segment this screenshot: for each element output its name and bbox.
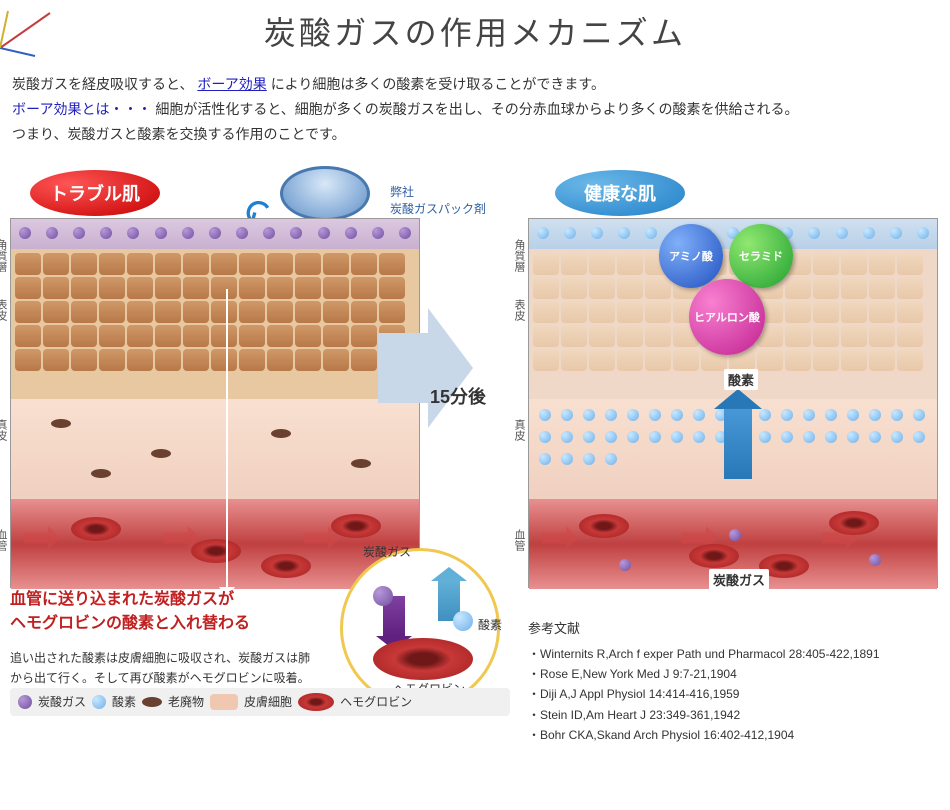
decorative-lines <box>0 8 60 58</box>
legend-waste-icon <box>142 697 162 707</box>
legend-cell-icon <box>210 694 238 710</box>
legend: 炭酸ガス 酸素 老廃物 皮膚細胞 ヘモグロビン <box>10 688 510 716</box>
time-label: 15分後 <box>430 383 486 409</box>
intro-1a: 炭酸ガスを経皮吸収すると、 <box>12 76 193 92</box>
dermis-layer <box>11 399 419 499</box>
o2-dot <box>453 611 473 631</box>
pack-label: 弊社炭酸ガスパック剤 <box>390 183 486 217</box>
vessel-layer: ➡ ➡ ➡ <box>11 499 419 589</box>
epidermis-layer <box>11 249 419 399</box>
bohr-def: ボーア効果とは・・・ <box>12 101 151 117</box>
intro-1b: により細胞は多くの酸素を受け取ることができます。 <box>271 76 605 92</box>
page-title: 炭酸ガスの作用メカニズム <box>0 8 950 54</box>
ceramide-sphere: セラミド <box>729 224 793 288</box>
legend-o2-icon <box>92 695 106 709</box>
o2-text: 酸素 <box>478 616 502 633</box>
references: 参考文献 ・Winternits R,Arch f exper Path und… <box>528 618 880 746</box>
intro-text: 炭酸ガスを経皮吸収すると、 ボーア効果 により細胞は多くの酸素を受け取ることがで… <box>0 54 950 158</box>
stratum-layer <box>11 219 419 249</box>
exchange-callout: 炭酸ガス 酸素 ヘモグロビン <box>340 548 500 708</box>
trouble-badge: トラブル肌 <box>30 170 160 216</box>
legend-co2-icon <box>18 695 32 709</box>
down-arrow <box>226 289 228 589</box>
up-arrow-icon <box>724 409 752 479</box>
transition-arrow-icon <box>428 308 473 428</box>
amino-sphere: アミノ酸 <box>659 224 723 288</box>
intro-3: つまり、炭酸ガスと酸素を交換する作用のことです。 <box>12 122 938 147</box>
trouble-panel: 角質層 表皮 真皮 血管 ➡ ➡ ➡ <box>10 218 420 588</box>
co2-text: 炭酸ガス <box>363 543 411 560</box>
diagram: トラブル肌 健康な肌 弊社炭酸ガスパック剤 ↶ 角質層 表皮 真皮 血管 ➡ ➡… <box>0 158 950 718</box>
hyaluronic-sphere: ヒアルロン酸 <box>689 279 765 355</box>
oxygen-label: 酸素 <box>724 369 758 390</box>
co2-label-r: 炭酸ガス <box>709 569 769 590</box>
legend-rbc-icon <box>298 693 334 711</box>
healthy-panel: 角質層 表皮 真皮 血管 ➡ ➡ ➡ 酸素 炭酸ガス アミノ酸 セラミド <box>528 218 938 588</box>
intro-2b: 細胞が活性化すると、細胞が多くの炭酸ガスを出し、その分赤血球からより多くの酸素を… <box>155 101 798 117</box>
co2-dot <box>373 586 393 606</box>
bohr-link[interactable]: ボーア効果 <box>197 76 266 92</box>
healthy-badge: 健康な肌 <box>555 170 685 216</box>
exchange-title: 血管に送り込まれた炭酸ガスが ヘモグロビンの酸素と入れ替わる <box>10 588 250 636</box>
hemoglobin-cell <box>373 638 473 680</box>
